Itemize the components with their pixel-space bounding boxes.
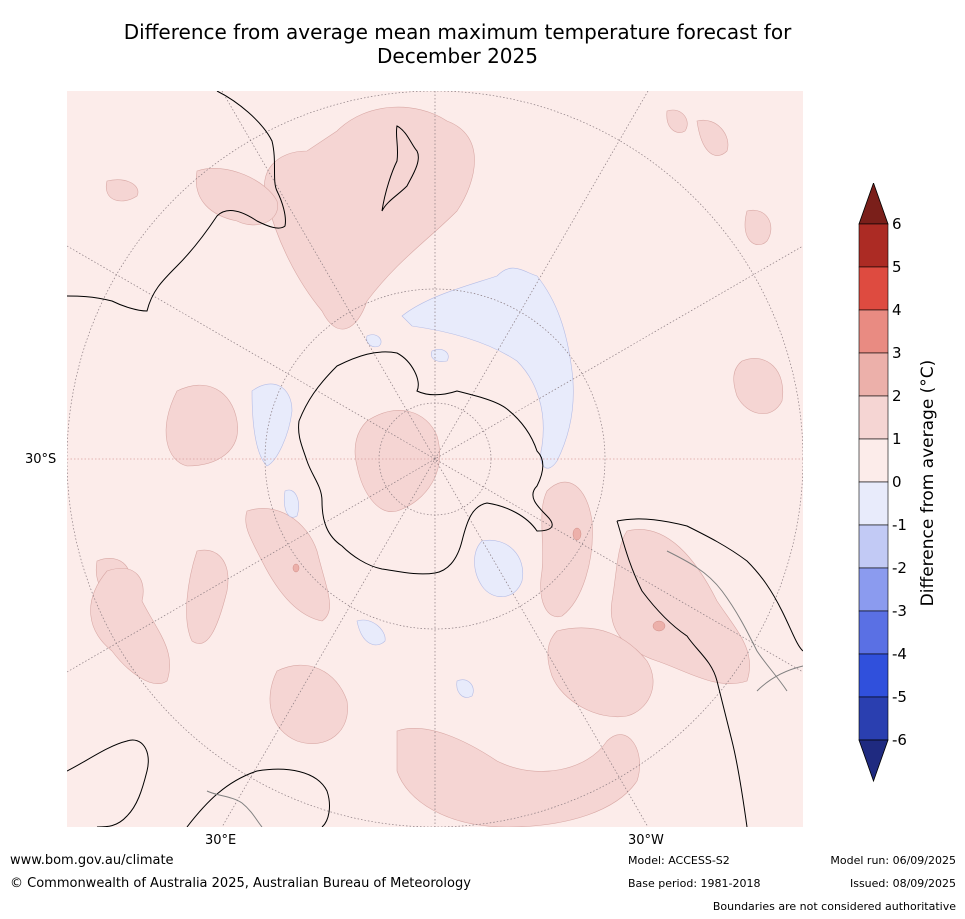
map-panel xyxy=(67,91,803,827)
lat-label-30s: 30°S xyxy=(25,452,57,467)
colorbar-graphic xyxy=(858,181,889,783)
colorbar-tick-label: 4 xyxy=(892,301,902,319)
lon-label-30e: 30°E xyxy=(205,833,237,848)
colorbar-band xyxy=(858,395,889,440)
warm-anomaly-1-2 xyxy=(90,106,784,827)
issued-text: Issued: 08/09/2025 xyxy=(849,877,956,890)
colorbar-tick-label: 5 xyxy=(892,258,902,276)
graticule xyxy=(67,91,803,827)
colorbar-tick-label: -3 xyxy=(892,602,907,620)
colorbar-band xyxy=(858,524,889,569)
colorbar-band xyxy=(858,481,889,526)
colorbar-band xyxy=(858,309,889,354)
cool-anomaly-0-neg1 xyxy=(251,267,574,698)
colorbar-bands xyxy=(858,223,889,741)
colorbar-tick-label: -6 xyxy=(892,731,907,749)
new-zealand-coastline xyxy=(381,125,419,212)
south-america-coastline xyxy=(616,518,803,827)
colorbar-band xyxy=(858,696,889,741)
disclaimer-text: Boundaries are not considered authoritat… xyxy=(712,900,956,913)
colorbar-tick-label: 3 xyxy=(892,344,902,362)
base-period-text: Base period: 1981-2018 xyxy=(628,877,761,890)
colorbar-tick-label: -4 xyxy=(892,645,907,663)
colorbar-band xyxy=(858,438,889,483)
land-borders xyxy=(206,550,803,827)
colorbar-band xyxy=(858,223,889,268)
australia-coastline xyxy=(67,91,286,312)
colorbar-under-arrow xyxy=(858,739,889,783)
copyright-text: © Commonwealth of Australia 2025, Austra… xyxy=(10,876,471,891)
colorbar-tick-label: 6 xyxy=(892,215,902,233)
colorbar-band xyxy=(858,653,889,698)
colorbar-band xyxy=(858,352,889,397)
model-text: Model: ACCESS-S2 xyxy=(628,854,730,867)
colorbar-tick-label: 2 xyxy=(892,387,902,405)
colorbar-over-arrow xyxy=(858,181,889,225)
colorbar-tick-label: 1 xyxy=(892,430,902,448)
colorbar-band xyxy=(858,266,889,311)
title-line-1: Difference from average mean maximum tem… xyxy=(123,20,792,44)
colorbar xyxy=(858,181,928,783)
map-canvas xyxy=(67,91,803,827)
colorbar-tick-label: -2 xyxy=(892,559,907,577)
title-line-2: December 2025 xyxy=(377,44,538,68)
website-text: www.bom.gov.au/climate xyxy=(10,853,174,868)
map-title: Difference from average mean maximum tem… xyxy=(60,20,855,68)
colorbar-tick-label: -1 xyxy=(892,516,907,534)
lon-label-30w: 30°W xyxy=(628,833,664,848)
warm-anomaly-2-3 xyxy=(292,527,666,632)
africa-coastline xyxy=(67,739,330,827)
model-run-text: Model run: 06/09/2025 xyxy=(830,854,956,867)
antarctica-coastline xyxy=(298,351,553,575)
colorbar-band xyxy=(858,567,889,612)
colorbar-title: Difference from average (°C) xyxy=(918,359,938,607)
colorbar-band xyxy=(858,610,889,655)
colorbar-tick-label: -5 xyxy=(892,688,907,706)
coastlines xyxy=(67,91,803,827)
colorbar-tick-label: 0 xyxy=(892,473,902,491)
